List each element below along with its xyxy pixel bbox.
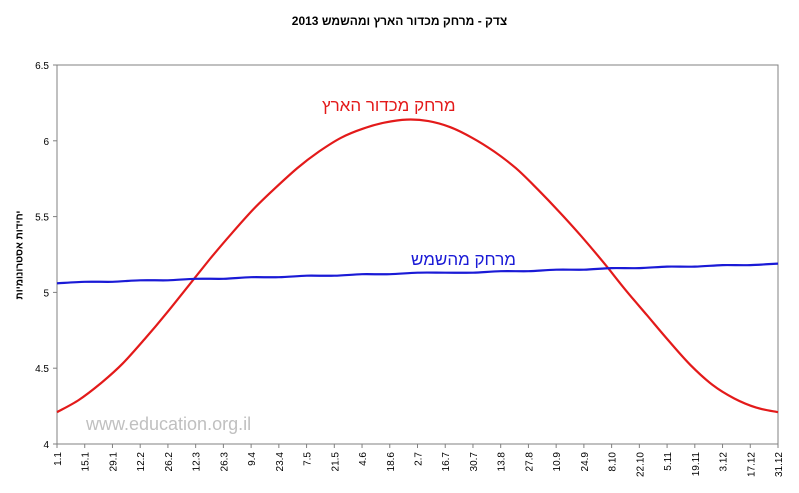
x-tick-label: 23.4 [275,452,286,472]
plot-area [56,64,779,445]
x-tick-label: 10.9 [552,452,563,472]
x-tick-label: 12.2 [136,452,147,472]
x-tick-label: 26.3 [219,452,230,472]
y-tick-label: 4 [43,440,49,451]
x-tick-label: 4.6 [358,452,369,466]
x-tick-label: 31.12 [774,452,785,477]
x-tick-label: 15.1 [81,452,92,472]
x-tick-label: 18.6 [386,452,397,472]
x-tick-label: 9.4 [247,452,258,466]
x-tick-label: 2.7 [414,452,425,466]
series-line-sun-distance [56,262,779,285]
watermark-text: www.education.org.il [86,414,252,434]
x-tick-label: 1.1 [53,452,64,466]
x-tick-label: 13.8 [497,452,508,472]
x-tick-label: 24.9 [580,452,591,472]
x-tick-label: 12.3 [192,452,203,472]
x-tick-label: 30.7 [469,452,480,472]
x-tick-label: 21.5 [330,452,341,472]
y-tick-label: 6 [43,137,49,148]
series-label-sun-distance: מרחק מהשמש [411,250,516,269]
x-axis: 1.1 15.1 29.1 12.2 26.2 12.3 26.3 9.4 23.4 7.5 21.… [53,444,785,477]
y-tick-label: 4.5 [35,364,49,375]
y-tick-label: 5 [43,288,49,299]
chart-title: צדק - מרחק מכדור הארץ ומהשמש 2013 [291,14,508,28]
x-tick-label: 27.8 [524,452,535,472]
x-tick-label: 7.5 [303,452,314,466]
series-label-earth-distance: מרחק מכדור הארץ [322,96,456,115]
x-tick-label: 8.10 [608,452,619,472]
series-line-earth-distance [56,118,779,414]
x-tick-label: 29.1 [108,452,119,472]
x-tick-label: 19.11 [691,452,702,477]
y-tick-label: 6.5 [35,61,49,72]
y-tick-label: 5.5 [35,213,49,224]
x-tick-label: 22.10 [635,452,646,477]
x-tick-label: 3.12 [719,452,730,472]
series-layer [56,118,779,414]
x-tick-label: 5.11 [663,452,674,471]
x-tick-label: 26.2 [164,452,175,472]
x-tick-label: 16.7 [441,452,452,472]
x-tick-label: 17.12 [746,452,757,477]
y-axis: 4 4.5 5 5.5 6 6.5 [35,61,57,451]
